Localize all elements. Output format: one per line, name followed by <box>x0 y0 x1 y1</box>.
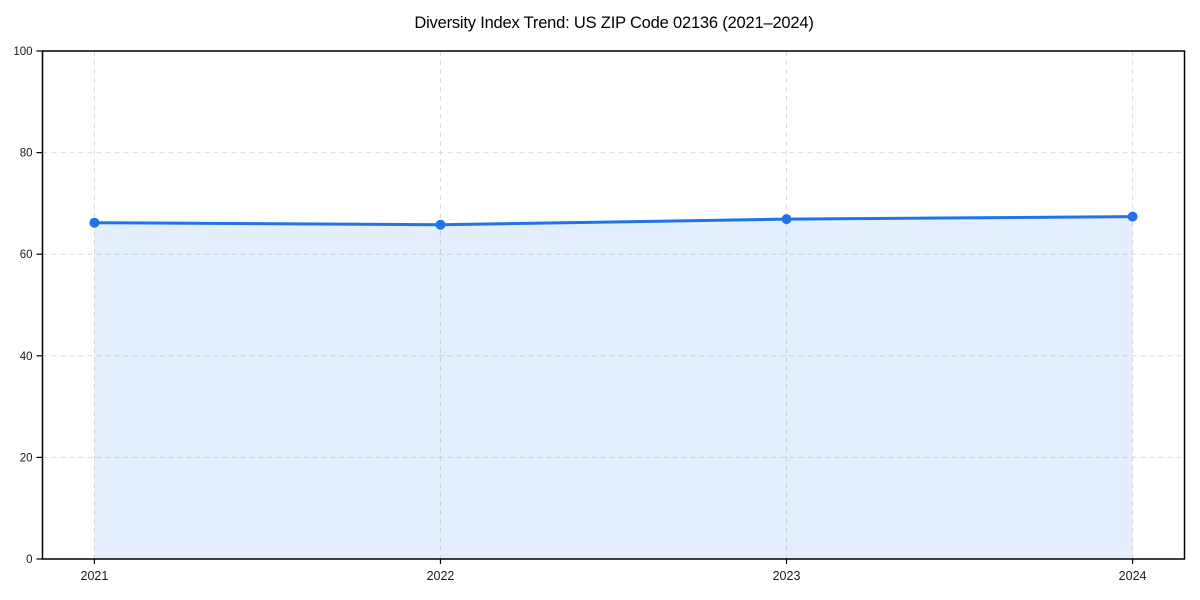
y-tick-label: 80 <box>20 148 33 160</box>
data-point-marker <box>781 214 792 225</box>
trend-line <box>92 215 1135 227</box>
chart-title: Diversity Index Trend: US ZIP Code 02136… <box>414 14 814 32</box>
data-point-marker <box>1127 211 1138 222</box>
x-tick-label: 2023 <box>773 569 801 583</box>
plot-border <box>41 50 1186 560</box>
y-tick-label: 0 <box>26 554 32 566</box>
y-tick-label: 60 <box>20 249 33 261</box>
data-point-marker <box>435 219 446 230</box>
x-tick-label: 2021 <box>81 569 109 583</box>
y-tick-label: 40 <box>20 351 33 363</box>
data-point-marker <box>89 217 100 228</box>
y-tick-label: 100 <box>13 46 32 58</box>
y-tick-label: 20 <box>20 452 33 464</box>
area-fill <box>94 216 1133 559</box>
x-tick-label: 2024 <box>1119 569 1147 583</box>
x-tick-label: 2022 <box>427 569 455 583</box>
